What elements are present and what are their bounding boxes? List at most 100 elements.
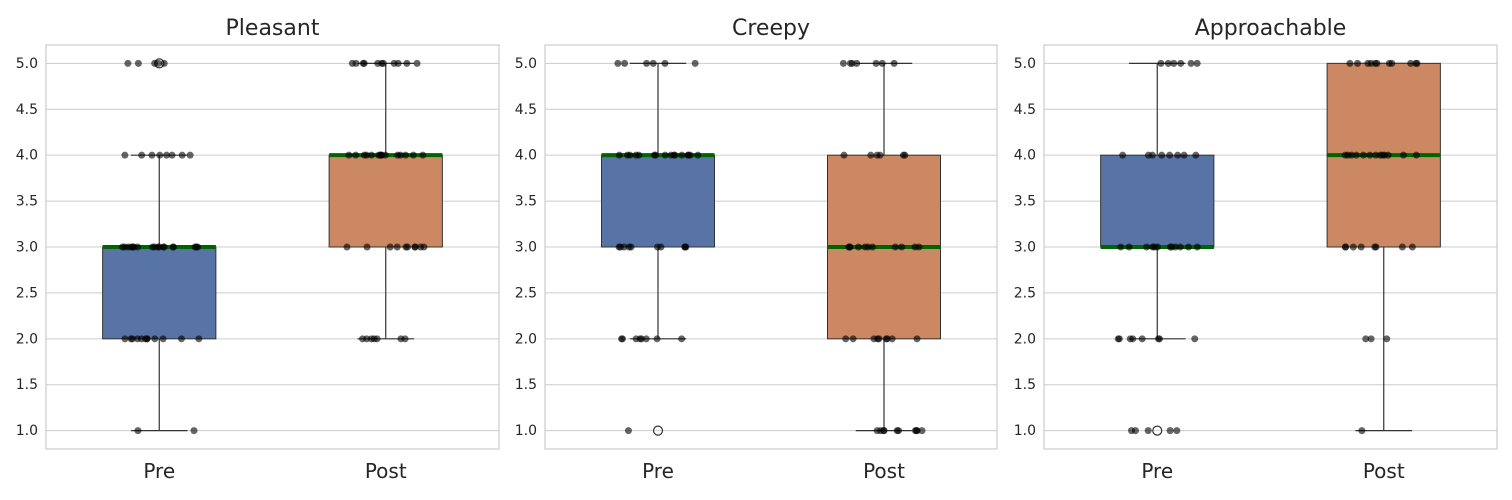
data-point [625,243,633,251]
y-tick-label: 1.5 [16,377,38,393]
data-point [899,151,907,159]
data-point [1341,243,1349,251]
data-point [651,151,659,159]
data-point [1193,243,1201,251]
data-point [1187,59,1195,67]
data-point [124,243,132,251]
y-tick-label: 2.5 [1014,285,1036,301]
data-point [119,243,127,251]
data-point [377,151,385,159]
data-point [130,243,138,251]
data-point [624,427,632,435]
data-point [1158,151,1166,159]
box-pre [1100,154,1215,248]
data-point [1357,243,1365,251]
data-point [186,151,194,159]
data-point [394,59,402,67]
data-point [134,59,142,67]
data-point [403,59,411,67]
data-point [1349,243,1357,251]
data-point [1157,59,1165,67]
data-point [1371,243,1379,251]
x-tick-label: Pre [143,459,175,483]
data-point [127,335,135,343]
data-point [178,151,186,159]
data-point [343,243,351,251]
data-point [417,243,425,251]
data-point [352,151,360,159]
y-tick-label: 4.0 [515,148,537,164]
data-point [1180,151,1188,159]
data-point [1399,151,1407,159]
data-point [121,335,129,343]
y-tick-label: 2.5 [515,285,537,301]
data-point [348,59,356,67]
data-point [1143,243,1151,251]
data-point [643,59,651,67]
data-point [156,151,164,159]
data-point [661,59,669,67]
data-point [168,151,176,159]
data-point [1166,151,1174,159]
data-point [411,243,419,251]
data-point [1151,243,1159,251]
data-point [360,151,368,159]
data-point [918,427,926,435]
x-tick-label: Post [365,459,407,483]
data-point [684,151,692,159]
y-tick-label: 5.0 [1014,56,1036,72]
data-point [694,151,702,159]
data-point [1359,151,1367,159]
plot-frame [45,44,500,450]
y-tick-label: 4.5 [515,102,537,118]
data-point [169,243,177,251]
data-point [621,59,629,67]
data-point [691,59,699,67]
data-point [160,59,168,67]
data-point [1367,335,1375,343]
y-tick-label: 3.0 [1014,240,1036,256]
data-point [876,151,884,159]
data-point [1125,243,1133,251]
data-point [1117,243,1125,251]
data-point [1119,151,1127,159]
data-point [1383,335,1391,343]
data-point [890,59,898,67]
y-tick-label: 3.5 [1014,194,1036,210]
data-point [163,151,171,159]
data-point [373,335,381,343]
data-point [402,151,410,159]
data-point [151,335,159,343]
data-point [1166,427,1174,435]
data-point [363,243,371,251]
data-point [1346,59,1354,67]
data-point [626,151,634,159]
y-tick-label: 1.0 [16,423,38,439]
data-point [1173,427,1181,435]
data-point [867,151,875,159]
box-pre [102,246,217,340]
data-point [880,427,888,435]
data-point [1384,151,1392,159]
data-point [840,151,848,159]
data-point [913,335,921,343]
chart-title: Approachable [1195,16,1347,41]
y-tick-label: 2.0 [16,331,38,347]
data-point [1373,59,1381,67]
data-point [1168,243,1176,251]
data-point [1412,59,1420,67]
data-point [190,427,198,435]
data-point [1398,243,1406,251]
data-point [898,243,906,251]
data-point [1144,427,1152,435]
chart-title: Pleasant [226,16,320,41]
data-point [177,335,185,343]
data-point [1376,151,1384,159]
box-pre [601,154,715,248]
data-point [642,335,650,343]
data-point [402,243,410,251]
y-tick-label: 2.5 [16,285,38,301]
y-tick-label: 1.5 [515,377,537,393]
data-point [378,59,386,67]
data-point [1354,59,1362,67]
